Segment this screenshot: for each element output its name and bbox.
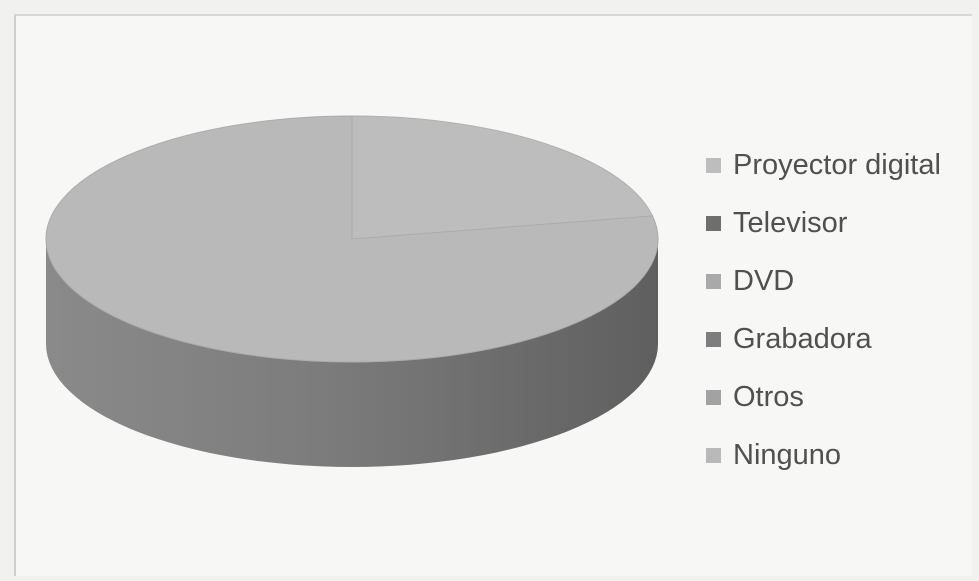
pie-slice-side-5 — [46, 239, 658, 467]
legend-swatch — [706, 331, 721, 347]
legend-label: Proyector digital — [733, 148, 941, 181]
legend-item: Otros — [706, 368, 941, 426]
legend-item: Grabadora — [706, 310, 941, 368]
legend-item: Televisor — [706, 194, 941, 252]
legend-swatch — [706, 389, 721, 405]
pie-slice-0 — [351, 115, 654, 240]
legend-label: Televisor — [733, 206, 848, 239]
legend-swatch — [706, 273, 721, 289]
legend-label: Otros — [733, 380, 804, 413]
legend-swatch — [706, 157, 721, 173]
legend-item: DVD — [706, 252, 941, 310]
legend-label: Grabadora — [733, 322, 872, 355]
legend-label: Ninguno — [733, 438, 842, 471]
legend-swatch — [706, 447, 721, 463]
chart-legend: Proyector digital Televisor DVD Grabador… — [706, 136, 941, 484]
pie-slice-5 — [45, 115, 659, 363]
legend-item: Ninguno — [706, 426, 941, 484]
legend-swatch — [706, 215, 721, 231]
legend-item: Proyector digital — [706, 136, 941, 194]
legend-label: DVD — [733, 264, 795, 297]
